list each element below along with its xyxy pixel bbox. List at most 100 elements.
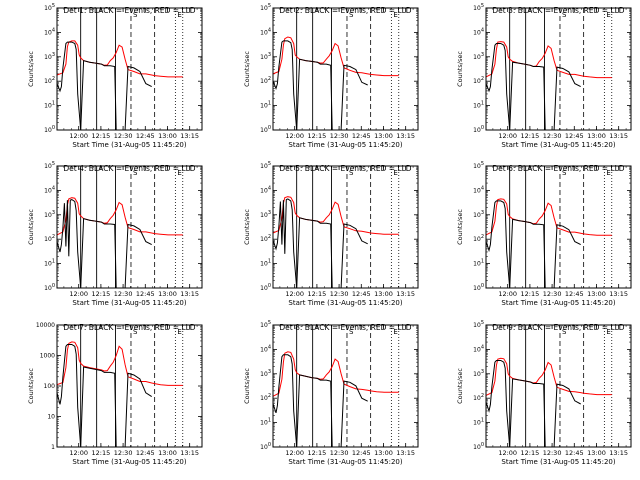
y-tick-label: 104 [473, 27, 484, 36]
y-tick-label: 101 [260, 418, 271, 427]
y-tick-label: 105 [473, 3, 484, 12]
events-series-line [272, 198, 368, 289]
panel-title: Det 2: BLACK = Events, RED = LLD [279, 6, 411, 15]
plot-frame [56, 7, 203, 131]
chart-panel-9: Det 9: BLACK = Events, RED = LLD Counts/s… [456, 320, 632, 466]
x-axis-label: Start Time (31-Aug-05 11:45:20) [501, 458, 615, 466]
y-tick-label: 102 [473, 76, 484, 85]
x-tick-label: 13:00 [374, 449, 393, 457]
lld-series-line [485, 198, 612, 236]
lld-series-line [56, 197, 183, 236]
chart-panel-8: Det 8: BLACK = Events, RED = LLD Counts/s… [243, 320, 419, 466]
events-series-line [56, 41, 152, 131]
events-series-line [56, 199, 152, 289]
x-tick-label: 12:30 [543, 449, 562, 457]
y-tick-label: 100 [260, 283, 271, 292]
y-tick-label: 101 [473, 418, 484, 427]
y-axis-label: Counts/sec [456, 209, 464, 245]
y-tick-label: 101 [44, 259, 55, 268]
y-tick-label: 105 [44, 161, 55, 170]
chart-panel-5: Det 5: BLACK = Events, RED = LLD Counts/s… [243, 161, 419, 307]
x-tick-label: 12:45 [565, 132, 584, 140]
marker-label: S [349, 328, 354, 336]
x-tick-label: 12:30 [114, 449, 133, 457]
y-tick-label: 105 [260, 161, 271, 170]
x-tick-label: 12:00 [285, 290, 304, 298]
y-axis-label: Counts/sec [27, 368, 35, 404]
marker-label: S [349, 169, 354, 177]
x-tick-label: 12:30 [114, 132, 133, 140]
lld-series-line [56, 341, 183, 386]
x-tick-label: 13:15 [180, 449, 199, 457]
y-tick-label: 101 [260, 101, 271, 110]
events-series-line [485, 360, 581, 448]
x-tick-label: 13:00 [587, 132, 606, 140]
y-axis-label: Counts/sec [27, 51, 35, 87]
x-tick-label: 12:30 [330, 132, 349, 140]
x-tick-label: 12:15 [521, 449, 540, 457]
x-tick-label: 13:15 [396, 449, 415, 457]
x-tick-label: 12:00 [498, 290, 517, 298]
plot-frame [272, 7, 419, 131]
y-tick-label: 103 [473, 210, 484, 219]
y-axis-label: Counts/sec [27, 209, 35, 245]
x-tick-label: 13:15 [609, 132, 628, 140]
x-tick-label: 12:45 [352, 449, 371, 457]
plot-frame [485, 165, 632, 289]
marker-label: S [133, 169, 138, 177]
y-tick-label: 100 [260, 125, 271, 134]
lld-series-line [272, 351, 399, 397]
y-tick-label: 104 [44, 27, 55, 36]
marker-label: E [177, 11, 181, 19]
y-tick-label: 101 [44, 101, 55, 110]
y-tick-label: 100 [44, 383, 56, 390]
y-tick-label: 102 [260, 393, 271, 402]
x-tick-label: 13:15 [180, 290, 199, 298]
x-axis-label: Start Time (31-Aug-05 11:45:20) [501, 299, 615, 307]
x-tick-label: 12:00 [69, 290, 88, 298]
y-tick-label: 100 [44, 125, 55, 134]
marker-label: S [133, 328, 138, 336]
y-tick-label: 102 [44, 76, 55, 85]
y-tick-label: 105 [260, 3, 271, 12]
x-tick-label: 13:00 [158, 290, 177, 298]
x-tick-label: 12:45 [136, 132, 155, 140]
y-tick-label: 100 [44, 283, 55, 292]
x-tick-label: 12:00 [285, 132, 304, 140]
x-tick-label: 13:00 [374, 290, 393, 298]
x-axis-label: Start Time (31-Aug-05 11:45:20) [288, 141, 402, 149]
x-tick-label: 13:00 [158, 132, 177, 140]
y-tick-label: 100 [473, 442, 484, 451]
x-tick-label: 13:15 [180, 132, 199, 140]
y-tick-label: 103 [44, 210, 55, 219]
y-axis-label: Counts/sec [243, 209, 251, 245]
plot-frame [485, 324, 632, 448]
marker-label: E [393, 11, 397, 19]
marker-label: E [177, 328, 181, 336]
y-tick-label: 103 [260, 210, 271, 219]
marker-label: S [133, 11, 138, 19]
events-series-line [272, 40, 368, 131]
y-tick-label: 101 [473, 101, 484, 110]
x-axis-label: Start Time (31-Aug-05 11:45:20) [288, 458, 402, 466]
y-tick-label: 103 [260, 369, 271, 378]
chart-panel-3: Det 3: BLACK = Events, RED = LLD Counts/s… [456, 3, 632, 149]
y-tick-label: 105 [473, 161, 484, 170]
plot-frame [56, 324, 203, 448]
y-tick-label: 104 [260, 27, 271, 36]
panel-title: Det 7: BLACK = Events, RED = LLD [63, 323, 195, 332]
x-tick-label: 12:45 [136, 290, 155, 298]
x-tick-label: 12:45 [352, 132, 371, 140]
x-tick-label: 12:45 [565, 290, 584, 298]
panel-title: Det 8: BLACK = Events, RED = LLD [279, 323, 411, 332]
y-tick-label: 104 [260, 344, 271, 353]
panel-title: Det 1: BLACK = Events, RED = LLD [63, 6, 195, 15]
events-series-line [485, 43, 581, 131]
y-tick-label: 103 [473, 369, 484, 378]
plot-frame [485, 7, 632, 131]
marker-label: E [393, 169, 397, 177]
panel-title: Det 4: BLACK = Events, RED = LLD [63, 164, 195, 173]
lld-series-line [485, 357, 612, 396]
x-tick-label: 12:00 [69, 132, 88, 140]
